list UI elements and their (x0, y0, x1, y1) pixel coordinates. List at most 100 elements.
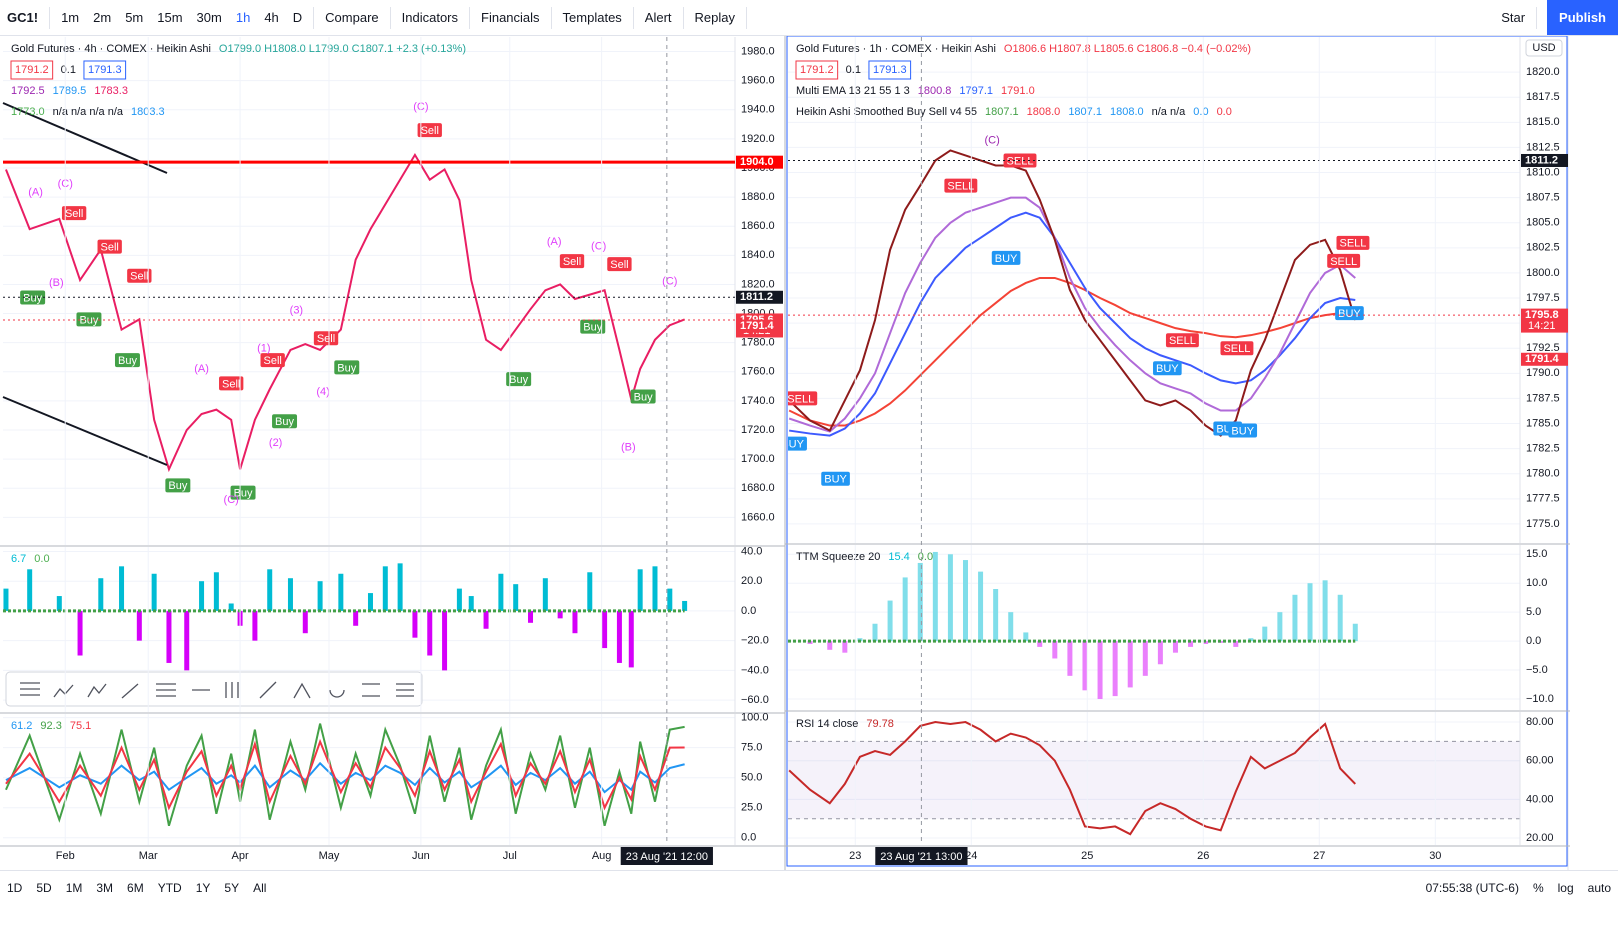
histogram-bar (317, 581, 323, 611)
histogram-bar (602, 610, 608, 649)
interval-button[interactable]: 1h (235, 10, 251, 25)
interval-button[interactable]: 2m (93, 10, 112, 25)
wave-label: (C) (985, 134, 1000, 146)
signal-badge (114, 353, 140, 368)
histogram-bar (947, 554, 953, 642)
y-tick-label: 1815.0 (1526, 116, 1560, 128)
publish-button[interactable]: Publish (1547, 0, 1618, 35)
histogram-bar (1188, 641, 1194, 647)
range-button[interactable]: 5Y (224, 881, 240, 895)
interval-button[interactable]: 30m (196, 10, 222, 25)
range-button[interactable]: 1Y (195, 881, 211, 895)
legend-text: TTM Squeeze 20 (796, 551, 880, 563)
price-tag (736, 319, 783, 333)
x-tick-label: 30 (1429, 850, 1441, 862)
interval-button[interactable]: 4h (264, 10, 279, 25)
y-tick-label: 1812.5 (1526, 141, 1560, 153)
histogram-bar (1337, 594, 1343, 642)
signal-badge (76, 312, 102, 327)
range-button[interactable]: 1D (7, 881, 23, 895)
y-tick-label: 1790.0 (1526, 367, 1560, 379)
legend-text: 1807.1 (985, 106, 1019, 118)
range-button[interactable]: 1M (65, 881, 83, 895)
legend-text: Gold Futures · 4h · COMEX · Heikin Ashi (11, 43, 211, 55)
signal-label: Buy (634, 391, 653, 403)
interval-button[interactable]: 5m (125, 10, 144, 25)
x-tick-label: May (319, 850, 340, 862)
separator (313, 6, 315, 29)
y-tick-label: 1860.0 (741, 220, 775, 232)
range-button[interactable]: YTD (157, 881, 182, 895)
y-tick-label: 20.0 (741, 575, 762, 587)
histogram-bar (616, 610, 622, 663)
x-tick-label: 26 (1197, 850, 1209, 862)
legend-box (83, 60, 127, 80)
separator (682, 6, 684, 29)
legend-text: 1773.0 (11, 106, 45, 118)
range-button[interactable]: 3M (96, 881, 114, 895)
range-button[interactable]: 6M (127, 881, 144, 895)
signal-label: Buy (118, 355, 137, 367)
y-tick-label: 1802.5 (1526, 242, 1560, 254)
symbol[interactable]: GC1! (7, 10, 39, 25)
histogram-bar (1097, 641, 1103, 699)
histogram-bar (1112, 641, 1118, 697)
histogram-bar (572, 610, 578, 634)
toolbar-button[interactable]: Alert (644, 10, 672, 25)
signal-badge (1327, 253, 1361, 268)
price-tag-sublabel: 14:21 (1528, 320, 1556, 332)
histogram-bar (682, 600, 688, 611)
histogram-bar (1352, 623, 1358, 642)
toolbar-button[interactable]: Replay (694, 10, 735, 25)
signal-badge (219, 376, 244, 391)
interval-button[interactable]: 1m (61, 10, 80, 25)
interval-button[interactable]: 15m (157, 10, 183, 25)
legend-text: RSI 14 close (796, 718, 858, 730)
histogram-bar (932, 551, 938, 642)
y-tick-label: 40.00 (1526, 793, 1554, 805)
histogram-bar (978, 571, 984, 642)
y-tick-label: 1782.5 (1526, 443, 1560, 455)
toolbar-button[interactable]: Financials (481, 10, 540, 25)
signal-label: Sell (65, 208, 83, 220)
histogram-bar (1233, 641, 1239, 647)
legend-text: Gold Futures · 1h · COMEX · Heikin Ashi (796, 43, 996, 55)
scale-toggle[interactable]: log (1557, 881, 1574, 895)
y-tick-label: 1787.5 (1526, 392, 1560, 404)
signal-label: SELL (947, 180, 974, 192)
histogram-bar (902, 577, 908, 642)
y-tick-label: 1820.0 (1526, 66, 1560, 78)
signal-label: Buy (23, 292, 42, 304)
signal-label: BUY (1156, 363, 1179, 375)
x-tick-label: Aug (592, 850, 612, 862)
toolbar-button[interactable]: Compare (325, 10, 379, 25)
histogram-bar (1262, 626, 1268, 642)
toolbar-button[interactable]: Templates (562, 10, 622, 25)
range-button[interactable]: All (253, 881, 267, 895)
legend-text: 1807.1 (1068, 106, 1102, 118)
series-line (788, 196, 1356, 433)
signal-badge (944, 178, 978, 193)
scale-toggle[interactable]: % (1532, 881, 1544, 895)
x-tick-label: 27 (1313, 850, 1325, 862)
y-tick-label: 75.0 (741, 742, 762, 754)
star-button[interactable]: Star (1501, 10, 1526, 25)
y-tick-label: 1720.0 (741, 424, 775, 436)
legend-text: 1783.3 (94, 85, 128, 97)
currency-button[interactable] (1525, 39, 1563, 57)
interval-button[interactable]: D (292, 10, 303, 25)
y-tick-label: 1792.5 (1526, 342, 1560, 354)
y-tick-label: 0.0 (1526, 635, 1541, 647)
range-button[interactable]: 5D (36, 881, 52, 895)
toolbar-button[interactable]: Indicators (401, 10, 459, 25)
y-tick-label: 50.0 (741, 772, 762, 784)
signal-badge (506, 372, 532, 387)
signal-label: Sell (264, 355, 282, 367)
scale-toggle[interactable]: auto (1587, 881, 1611, 895)
legend-text: 79.78 (866, 718, 894, 730)
pane (3, 717, 735, 839)
y-tick-label: 1800.0 (1526, 267, 1560, 279)
histogram-bar (151, 573, 157, 611)
signal-badge (127, 268, 152, 283)
legend-text: 1800.8 (918, 85, 952, 97)
